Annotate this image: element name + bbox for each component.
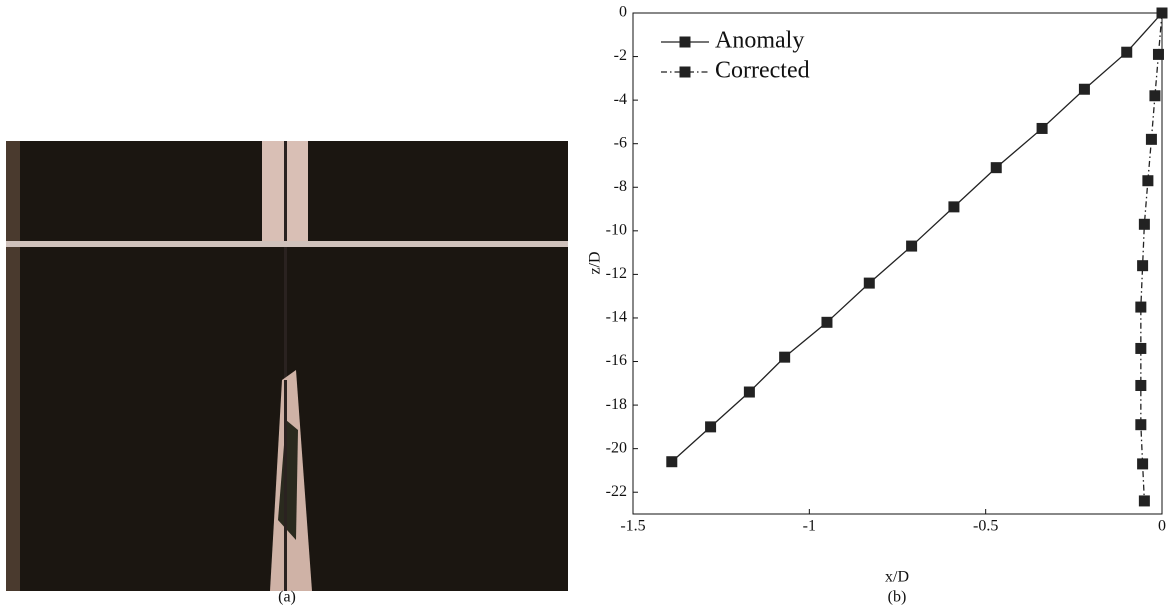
marker xyxy=(705,421,717,433)
marker xyxy=(990,162,1002,174)
y-tick-label: -18 xyxy=(606,396,627,413)
plot-frame xyxy=(632,12,1163,515)
caption: (a) xyxy=(278,589,296,606)
marker xyxy=(1152,48,1164,60)
marker xyxy=(1135,342,1147,354)
y-tick-label: -10 xyxy=(606,221,627,238)
y-tick-label: -22 xyxy=(606,483,627,500)
marker xyxy=(1135,379,1147,391)
marker xyxy=(1078,83,1090,95)
marker xyxy=(1149,90,1161,102)
marker xyxy=(1137,260,1149,272)
y-tick-label: -2 xyxy=(614,47,627,64)
x-tick-label: -0.5 xyxy=(973,518,998,535)
y-tick-label: -8 xyxy=(614,178,627,195)
marker xyxy=(1036,122,1048,134)
y-tick-label: -12 xyxy=(606,265,627,282)
marker xyxy=(1145,133,1157,145)
x-tick-label: -1.5 xyxy=(620,518,645,535)
marker xyxy=(948,201,960,213)
marker xyxy=(1121,46,1133,58)
marker xyxy=(1142,175,1154,187)
photo xyxy=(6,141,568,591)
marker xyxy=(1138,218,1150,230)
marker xyxy=(779,351,791,363)
marker xyxy=(1156,7,1168,19)
legend-marker xyxy=(679,36,691,48)
legend-label: Corrected xyxy=(715,58,810,84)
caption: (b) xyxy=(888,589,907,606)
x-tick-label: -1 xyxy=(803,518,816,535)
marker xyxy=(1137,458,1149,470)
marker xyxy=(1138,495,1150,507)
marker xyxy=(821,316,833,328)
y-tick-label: -20 xyxy=(606,439,627,456)
y-tick-label: -6 xyxy=(614,134,627,151)
y-tick-label: -16 xyxy=(606,352,627,369)
marker xyxy=(906,240,918,252)
marker xyxy=(863,277,875,289)
y-tick-label: -14 xyxy=(606,309,627,326)
legend-label: Anomaly xyxy=(715,28,804,54)
y-tick-label: 0 xyxy=(619,4,627,21)
x-axis-label: x/D xyxy=(885,569,909,586)
marker xyxy=(1135,301,1147,313)
marker xyxy=(666,456,678,468)
x-tick-label: 0 xyxy=(1158,518,1166,535)
y-tick-label: -4 xyxy=(614,91,627,108)
marker xyxy=(743,386,755,398)
y-axis-label: z/D xyxy=(587,251,604,274)
marker xyxy=(1135,419,1147,431)
legend-marker xyxy=(679,66,691,78)
